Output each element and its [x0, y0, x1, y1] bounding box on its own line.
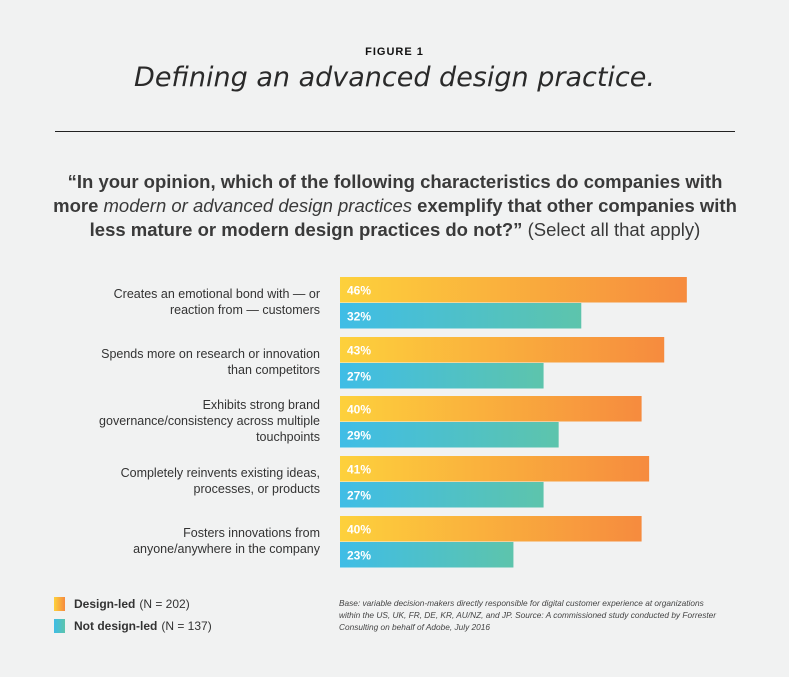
bar-value-label: 29%: [347, 428, 371, 442]
bar-value-label: 32%: [347, 309, 371, 323]
legend-label: Not design-led: [74, 619, 158, 633]
legend-label: Design-led: [74, 597, 136, 611]
bar-value-label: 43%: [347, 343, 371, 357]
category-label: Creates an emotional bond with — or react…: [60, 286, 320, 318]
category-label-line: reaction from — customers: [169, 302, 320, 317]
bar-design-led: [340, 396, 642, 422]
legend-n: (N = 202): [139, 597, 190, 611]
bar-not-design-led: [340, 363, 544, 389]
question-part-3: exemplify that other companies with less…: [89, 195, 737, 240]
bar-value-label: 40%: [347, 402, 371, 416]
legend-swatch-not-design-led: [54, 619, 65, 633]
category-label-line: processes, or products: [193, 481, 320, 496]
category-label-line: Spends more on research or innovation: [101, 346, 320, 361]
bar-value-label: 27%: [347, 488, 371, 502]
bar-not-design-led: [340, 422, 559, 448]
category-label-line: Completely reinvents existing ideas,: [120, 465, 320, 480]
category-label: Completely reinvents existing ideas, proc…: [60, 465, 320, 497]
bar-value-label: 40%: [347, 522, 371, 536]
category-label-line: governance/consistency across multiple: [99, 413, 320, 428]
bar-not-design-led: [340, 542, 514, 568]
bar-not-design-led: [340, 482, 544, 508]
question-part-2: modern or advanced design practices: [103, 195, 413, 216]
question-part-4: (Select all that apply): [527, 219, 701, 240]
category-label-line: anyone/anywhere in the company: [133, 541, 320, 556]
source-line: Consulting on behalf of Adobe, July 2016: [339, 622, 490, 632]
bar-design-led: [340, 337, 665, 363]
figure-label: FIGURE 1: [365, 46, 424, 58]
category-label: Spends more on research or innovation tha…: [60, 346, 320, 378]
survey-question: “In your opinion, which of the following…: [45, 170, 745, 242]
category-label-line: Fosters innovations from: [183, 525, 320, 540]
bar-value-label: 46%: [347, 283, 371, 297]
category-label-line: than competitors: [227, 362, 320, 377]
legend-item-not-design-led: Not design-led (N = 137): [54, 616, 212, 636]
bar-not-design-led: [340, 303, 582, 329]
bar-design-led: [340, 456, 650, 482]
legend-n: (N = 137): [161, 619, 212, 633]
category-label: Exhibits strong brand governance/consiste…: [60, 397, 320, 445]
question-part-1: “In your opinion, which of the following…: [53, 171, 723, 216]
figure-title: Defining an advanced design practice.: [134, 62, 655, 93]
legend-swatch-design-led: [54, 597, 65, 611]
legend-item-design-led: Design-led (N = 202): [54, 594, 212, 614]
source-note: Base: variable decision-makers directly …: [339, 597, 739, 633]
bar-design-led: [340, 516, 642, 542]
category-label-line: Exhibits strong brand: [202, 397, 320, 412]
bar-value-label: 27%: [347, 369, 371, 383]
category-label-line: Creates an emotional bond with — or: [113, 286, 320, 301]
bar-design-led: [340, 277, 687, 303]
bar-value-label: 41%: [347, 462, 371, 476]
source-line: Base: variable decision-makers directly …: [339, 598, 704, 608]
legend: Design-led (N = 202) Not design-led (N =…: [54, 594, 212, 638]
category-label: Fosters innovations from anyone/anywhere …: [60, 525, 320, 557]
category-label-line: touchpoints: [256, 429, 320, 444]
bar-value-label: 23%: [347, 548, 371, 562]
source-line: within the US, UK, FR, DE, KR, AU/NZ, an…: [339, 610, 717, 620]
divider: [55, 131, 735, 132]
